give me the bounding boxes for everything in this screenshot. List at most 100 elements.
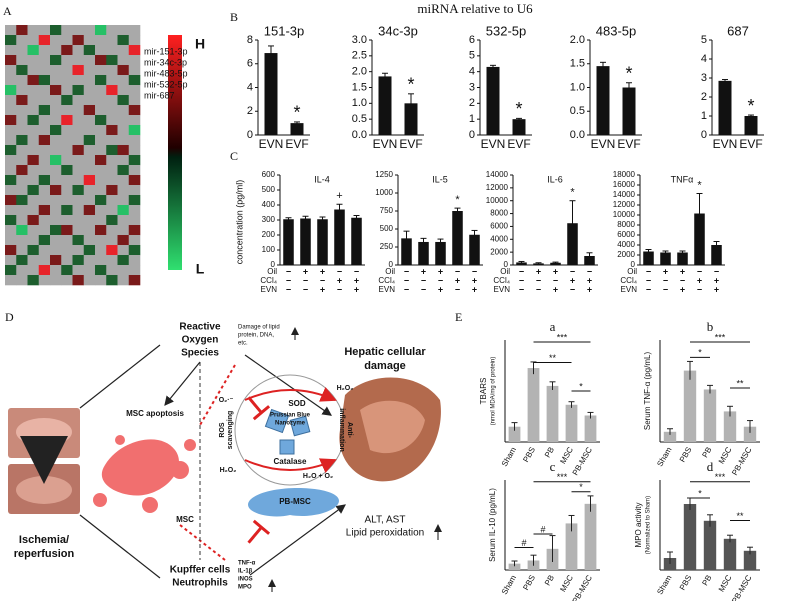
- heatmap-cell: [16, 195, 28, 206]
- y-tick-label: 8: [247, 34, 253, 46]
- heatmap-cell: [83, 225, 96, 236]
- heatmap-cell: [106, 105, 118, 116]
- chart-title: IL-4: [314, 174, 330, 184]
- y-tick-label: 14000: [613, 190, 636, 199]
- condition-label: EVN: [621, 285, 638, 294]
- significance: *: [697, 179, 702, 191]
- y-tick-label: 8000: [617, 220, 635, 229]
- heatmap-cell: [117, 45, 130, 56]
- heatmap-cell: [50, 75, 62, 86]
- heatmap-cell: [27, 175, 40, 186]
- condition-sign: +: [714, 284, 719, 294]
- heatmap-cell: [38, 115, 51, 126]
- y-tick-label: 18000: [613, 170, 636, 179]
- label: Species: [181, 348, 219, 359]
- condition-sign: −: [404, 284, 409, 294]
- heatmap-cell: [117, 115, 130, 126]
- bar: [516, 262, 527, 265]
- heatmap-cell: [5, 215, 17, 226]
- heatmap-cell: [16, 145, 28, 156]
- heatmap-cell: [72, 245, 85, 256]
- heatmap-cell: [95, 35, 107, 46]
- heatmap-cell: [16, 225, 28, 236]
- heatmap-cell: [27, 185, 40, 196]
- condition-sign: −: [553, 275, 558, 285]
- heatmap-cell: [27, 205, 40, 216]
- bar: [283, 219, 294, 265]
- y-tick-label: 2.0: [570, 34, 585, 46]
- heatmap-cell: [50, 85, 62, 96]
- heatmap-cell: [95, 165, 107, 176]
- significance: ***: [557, 472, 568, 482]
- heatmap-cell: [5, 205, 17, 216]
- y-tick-label: 6000: [490, 222, 508, 231]
- nanozyme: [264, 408, 311, 455]
- heatmap-cell: [95, 155, 107, 166]
- significance: *: [407, 75, 414, 95]
- heatmap-cell: [50, 235, 62, 246]
- condition-sign: −: [646, 266, 651, 276]
- heatmap-cell: [72, 215, 85, 226]
- heatmap-cell: [38, 235, 51, 246]
- heatmap-cell: [83, 275, 96, 286]
- heatmap-cell: [128, 235, 141, 246]
- heatmap-cell: [5, 115, 17, 126]
- y-tick-label: 8000: [490, 209, 508, 218]
- condition-sign: −: [404, 266, 409, 276]
- y-tick-label: 400: [262, 200, 276, 209]
- label: Oxygen: [182, 335, 219, 346]
- heatmap-cell: [27, 165, 40, 176]
- heatmap-cell: [50, 205, 62, 216]
- heatmap-cell: [117, 235, 130, 246]
- heatmap-cell: [16, 25, 28, 36]
- y-tick-label: 12000: [613, 200, 636, 209]
- heatmap-cell: [16, 165, 28, 176]
- heatmap-cell: [128, 105, 141, 116]
- significance: *: [515, 99, 522, 119]
- heatmap-cell: [61, 265, 73, 276]
- connector: [79, 344, 161, 409]
- condition-sign: −: [519, 266, 524, 276]
- heatmap-cell: [72, 115, 85, 126]
- heatmap-cell: [50, 95, 62, 106]
- x-tick-label: PB-MSC: [571, 573, 594, 601]
- condition-sign: +: [421, 266, 426, 276]
- heatmap-cell: [72, 65, 85, 76]
- heatmap-cell: [128, 175, 141, 186]
- heatmap-cell: [128, 75, 141, 86]
- heatmap-cell: [61, 155, 73, 166]
- heatmap-cell: [16, 185, 28, 196]
- condition-sign: −: [663, 275, 668, 285]
- bar: [584, 415, 597, 442]
- heatmap-cell: [27, 225, 40, 236]
- bar: [351, 217, 362, 265]
- heatmap-cell: [117, 225, 130, 236]
- heatmap-cell: [83, 55, 96, 66]
- heatmap-cell: [61, 55, 73, 66]
- y-tick-label: 0: [247, 129, 253, 141]
- x-tick-label: EVN: [259, 137, 284, 151]
- heatmap-cell: [117, 215, 130, 226]
- pb-msc-cell: [248, 488, 339, 517]
- condition-sign: −: [646, 284, 651, 294]
- heatmap-cell: [106, 175, 118, 186]
- bar: [317, 219, 328, 265]
- heatmap-cell: [72, 75, 85, 86]
- heatmap-cell: [128, 215, 141, 226]
- y-tick-label: 2000: [617, 250, 635, 259]
- x-tick-label: PB: [543, 574, 556, 588]
- condition-sign: +: [553, 266, 558, 276]
- y-tick-label: 4000: [617, 240, 635, 249]
- heatmap-cell: [5, 275, 17, 286]
- heatmap-cell: [117, 95, 130, 106]
- heatmap-cell: [5, 35, 17, 46]
- heatmap-cell: [5, 145, 17, 156]
- condition-label: CCl₄: [260, 276, 277, 285]
- heatmap-cell: [5, 45, 17, 56]
- bar: [512, 119, 526, 135]
- heatmap-cell: [128, 55, 141, 66]
- heatmap-cell: [106, 135, 118, 146]
- heatmap-cell: [117, 165, 130, 176]
- liver: [360, 400, 425, 454]
- y-tick-label: 100: [262, 245, 276, 254]
